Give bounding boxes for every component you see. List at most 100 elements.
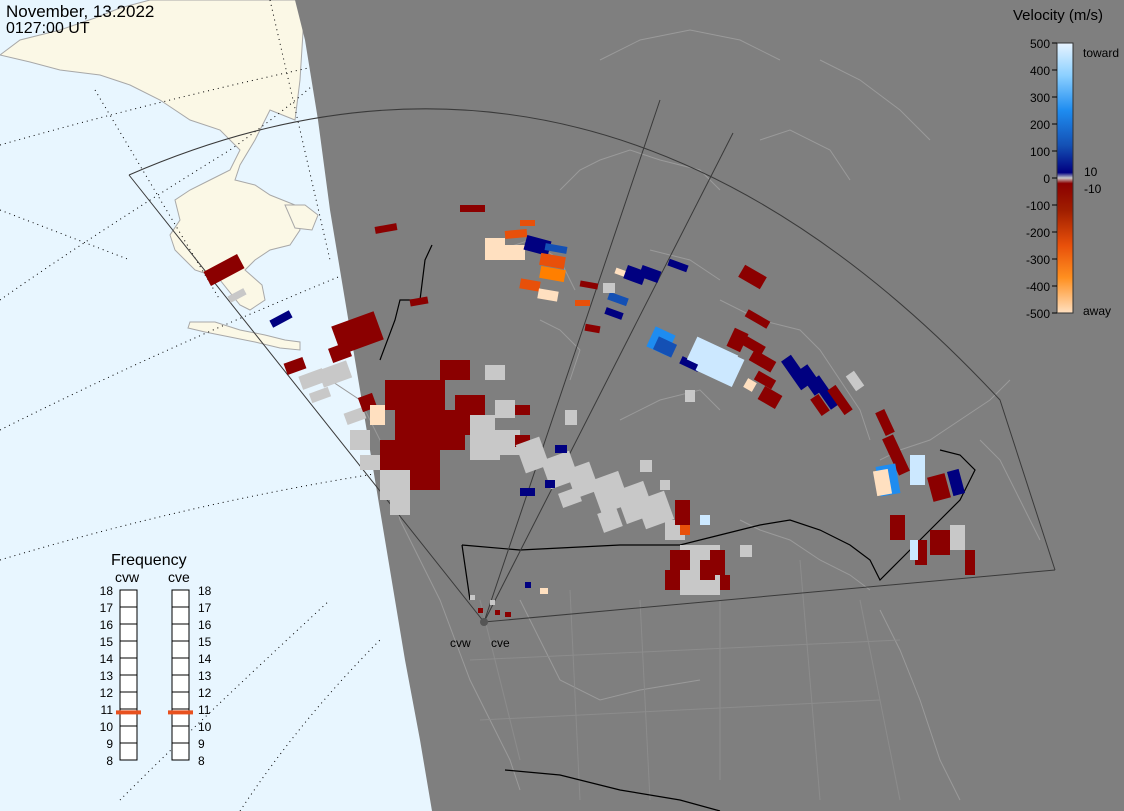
echo-cell: [308, 386, 332, 404]
colorbar-ticks: 500 400 300 200 100 0 -100 -200 -300 -400 -500: [1026, 37, 1057, 321]
radar-label-cvw: cvw: [450, 636, 471, 650]
date-label: November, 13.2022: [6, 2, 154, 21]
echo-cell: [597, 507, 623, 533]
echo-cell: [515, 436, 550, 474]
echo-cell: [930, 530, 950, 555]
echo-cell: [965, 550, 975, 575]
province-borders: [469, 559, 901, 801]
echo-cell: [720, 575, 730, 590]
echo-cell: [927, 473, 951, 502]
echo-cell: [575, 300, 590, 306]
colorbar-toward-label: toward: [1083, 46, 1119, 60]
frequency-tick-label: 16: [198, 618, 212, 632]
echo-cell: [520, 220, 535, 226]
frequency-tick-label: 12: [100, 686, 114, 700]
echo-cell: [744, 309, 771, 329]
echo-cell: [540, 588, 548, 594]
echo-cell: [504, 229, 528, 239]
island: [284, 204, 319, 231]
echo-cell: [520, 488, 535, 496]
colorbar-threshold-neg: -10: [1084, 182, 1102, 196]
frequency-tick-label: 15: [198, 635, 212, 649]
frequency-tick-label: 18: [198, 584, 212, 598]
echo-cell: [638, 264, 662, 284]
echo-cell: [555, 445, 567, 453]
echo-cell: [607, 291, 629, 307]
frequency-panel: 18 17 16 15 14 13 12 11 10 9 8 18 17 16 15 14 13 12 11 10 9 8: [100, 584, 212, 768]
frequency-tick-label: 12: [198, 686, 212, 700]
echo-cell: [781, 354, 811, 391]
alaska-peninsula: [187, 321, 301, 351]
echo-cell: [910, 540, 918, 560]
coastlines: [329, 29, 1041, 801]
echo-cell: [665, 570, 680, 590]
echo-cell: [390, 495, 410, 515]
colorbar-tick-label: 100: [1030, 145, 1050, 159]
echo-cell: [370, 405, 385, 425]
echo-cell: [679, 356, 701, 372]
colorbar-tick-label: -400: [1026, 280, 1050, 294]
frequency-tick-label: 15: [100, 635, 114, 649]
colorbar-tick-label: -300: [1026, 253, 1050, 267]
echo-cell: [603, 283, 615, 293]
echo-cell: [470, 440, 500, 460]
echo-cell: [539, 265, 566, 283]
colorbar-threshold-pos: 10: [1084, 165, 1098, 179]
echo-cell: [827, 384, 853, 416]
frequency-tick-label: 16: [100, 618, 114, 632]
echo-cell: [660, 480, 670, 490]
echo-cell: [685, 390, 695, 402]
echo-cell: [317, 360, 353, 388]
echo-cell: [565, 410, 577, 425]
echo-cell: [500, 245, 525, 260]
colorbar-tick-label: 0: [1043, 172, 1050, 186]
colorbar-away-label: away: [1083, 304, 1111, 318]
echo-cell: [748, 349, 777, 373]
frequency-tick-label: 9: [106, 737, 113, 751]
echo-cell: [203, 254, 245, 286]
echo-cell: [882, 434, 910, 476]
echo-cell: [604, 307, 624, 320]
echo-cell: [380, 440, 440, 470]
echo-cell: [374, 223, 398, 234]
echo-cell: [910, 455, 925, 485]
frequency-tick-label: 18: [100, 584, 114, 598]
echo-cell: [360, 455, 380, 470]
echo-cell: [670, 550, 690, 570]
echo-cell: [743, 378, 757, 392]
echo-cell: [680, 525, 690, 535]
echo-cell: [710, 550, 725, 575]
echo-cell: [440, 360, 470, 380]
echo-cell: [283, 356, 307, 376]
echo-cell: [460, 205, 485, 212]
echo-cell: [519, 278, 541, 292]
frequency-title: Frequency: [111, 552, 187, 569]
frequency-indicator: [116, 710, 141, 715]
velocity-colorbar: [1056, 42, 1074, 314]
echo-cell: [584, 323, 601, 334]
echo-cell: [495, 400, 515, 418]
echo-cell: [478, 608, 483, 613]
echo-cell: [635, 490, 675, 530]
frequency-tick-label: 17: [198, 601, 212, 615]
echo-cell: [757, 386, 783, 409]
echo-cell: [515, 405, 530, 415]
frequency-radar-cvw: cvw: [115, 569, 140, 585]
echo-cell: [950, 525, 965, 550]
frequency-tick-label: 9: [198, 737, 205, 751]
echo-cell: [523, 235, 552, 256]
frequency-tick-label: 11: [101, 703, 114, 717]
frequency-tick-label: 11: [198, 703, 211, 717]
echo-cell: [227, 288, 247, 303]
radar-echo-cells: [203, 205, 975, 617]
echo-cell: [269, 310, 293, 328]
echo-cell: [495, 610, 500, 615]
frequency-tick-label: 14: [198, 652, 212, 666]
radar-site-marker: [480, 618, 488, 626]
radar-label-cve: cve: [491, 636, 510, 650]
time-label: 0127:00 UT: [6, 20, 90, 37]
echo-cell: [505, 612, 511, 617]
echo-cell: [810, 375, 840, 410]
